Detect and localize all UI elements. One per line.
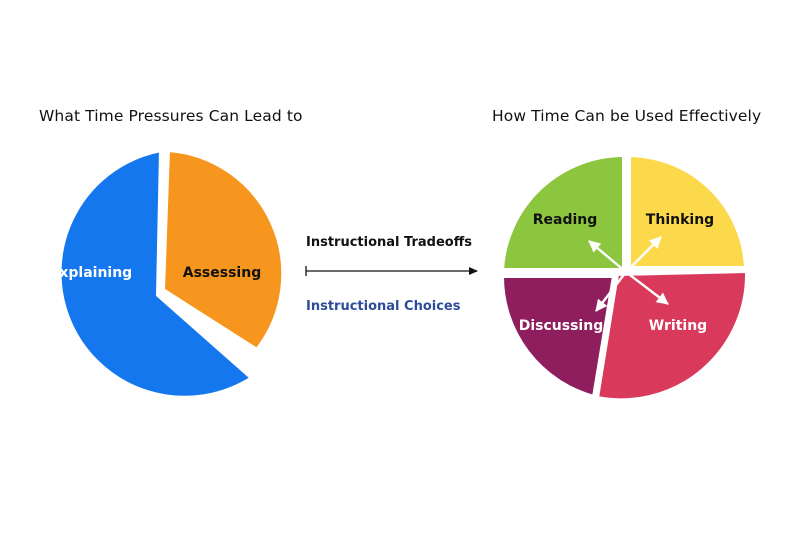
arrow-to-writing: [625, 271, 669, 305]
arrow-to-reading: [588, 240, 627, 273]
pie-label-reading: Reading: [533, 212, 598, 228]
left-pie: Explaining Assessing: [50, 148, 286, 400]
pie-label-thinking: Thinking: [646, 212, 714, 228]
instructional-choices-label: Instructional Choices: [306, 299, 461, 314]
pie-label-explaining: Explaining: [50, 265, 132, 281]
pie-slice-discussing: [499, 274, 616, 399]
pie-slice-explaining: [57, 148, 254, 400]
right-pie: Reading Thinking Writing Discussing: [499, 152, 750, 403]
pie-slice-writing: [595, 269, 750, 403]
instructional-tradeoffs-label: Instructional Tradeoffs: [306, 235, 472, 250]
center-arrows: [588, 236, 669, 312]
pie-label-assessing: Assessing: [183, 265, 261, 281]
pie-label-discussing: Discussing: [519, 318, 603, 334]
arrow-to-discussing: [595, 271, 627, 312]
right-pie-title: How Time Can be Used Effectively: [492, 107, 762, 125]
pie-label-writing: Writing: [649, 318, 707, 334]
arrow-to-thinking: [625, 236, 662, 273]
pie-slice-assessing: [161, 148, 286, 352]
left-pie-title: What Time Pressures Can Lead to: [39, 107, 303, 125]
